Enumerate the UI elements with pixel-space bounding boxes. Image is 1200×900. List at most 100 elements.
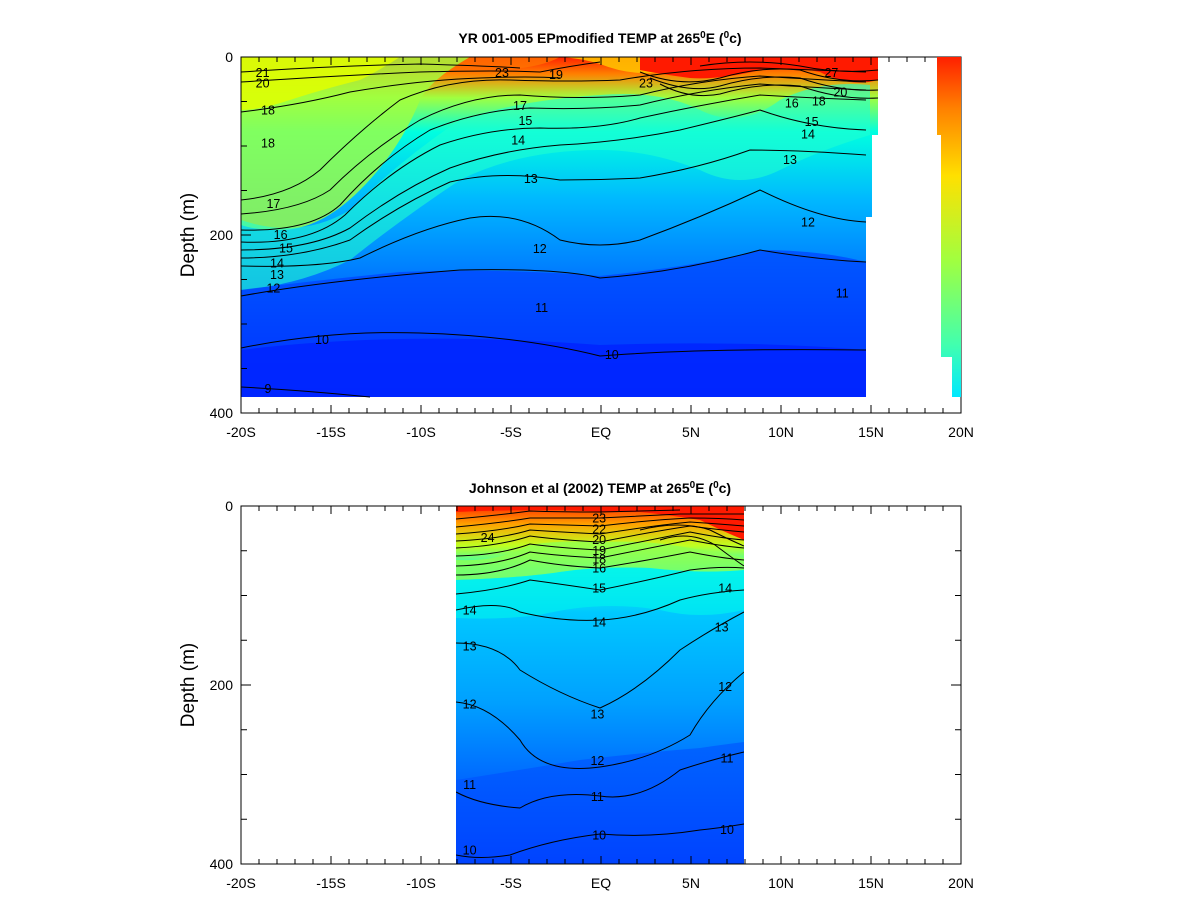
x-tick-label: 5N (682, 424, 700, 440)
panel-title: YR 001-005 EPmodified TEMP at 2650E (0c) (458, 30, 741, 47)
contour-label: 10 (592, 828, 606, 842)
x-tick-label: -10S (406, 875, 436, 891)
contour-label: 10 (315, 333, 329, 347)
x-tick-label: 10N (768, 875, 794, 891)
contour-label: 20 (592, 533, 606, 547)
contour-label: 13 (590, 708, 604, 722)
x-tick-label: 20N (948, 424, 974, 440)
contour-label: 12 (718, 680, 732, 694)
panel-title: Johnson et al (2002) TEMP at 2650E (0c) (469, 480, 731, 497)
green-band (456, 541, 744, 580)
contour-label: 15 (279, 241, 293, 255)
contour-label: 18 (592, 553, 606, 567)
title-text: c) (729, 30, 741, 46)
west-green-region (241, 57, 470, 230)
west-yellow-region (241, 57, 400, 110)
x-tick-label: 5N (682, 875, 700, 891)
contour-label: 13 (783, 153, 797, 167)
x-tick-label: -5S (500, 875, 522, 891)
title-superscript: 0 (700, 30, 706, 41)
contour-label: 14 (718, 581, 732, 595)
title-superscript: 0 (724, 30, 730, 41)
panel-observations: Johnson et al (2002) TEMP at 2650E (0c) (178, 480, 974, 892)
y-tick-label: 0 (225, 49, 233, 65)
contour-label: 9 (265, 382, 272, 396)
contour-label: 15 (592, 581, 606, 595)
y-tick-label: 0 (225, 498, 233, 514)
contour-label: 20 (833, 86, 847, 100)
contour-label: 27 (824, 66, 838, 80)
y-tick-label: 200 (210, 227, 234, 243)
x-tick-label: -15S (316, 424, 346, 440)
x-tick-label: -10S (406, 424, 436, 440)
contour-label: 15 (518, 114, 532, 128)
contour-label: 10 (720, 823, 734, 837)
contour-label: 21 (256, 66, 270, 80)
contour-label: 14 (801, 127, 815, 141)
y-axis-label: Depth (m) (178, 193, 199, 277)
x-tick-label: -20S (226, 424, 256, 440)
contour-label: 16 (785, 96, 799, 110)
contour-label: 11 (463, 778, 476, 792)
contour-label: 19 (592, 544, 606, 558)
contour-label: 20 (256, 77, 270, 91)
contour-label: 11 (591, 790, 604, 804)
contour-label: 19 (549, 68, 563, 82)
x-tick-label: -5S (500, 424, 522, 440)
x-tick-label: EQ (591, 424, 611, 440)
contour-label: 10 (463, 844, 477, 858)
title-text: c) (719, 480, 731, 496)
contour-label: 12 (801, 216, 815, 230)
contour-label: 15 (805, 115, 819, 129)
contour-label: 16 (274, 228, 288, 242)
contour-label: 17 (266, 197, 280, 211)
axis-ticks (240, 505, 962, 865)
contour-label: 12 (533, 242, 547, 256)
contour-label: 13 (463, 640, 477, 654)
x-tick-label: 10N (768, 424, 794, 440)
contour-label: 12 (266, 281, 280, 295)
contour-lines (456, 509, 744, 858)
contour-label: 11 (721, 751, 734, 765)
y-tick-labels: 0 200 400 (210, 49, 234, 421)
contour-label: 22 (592, 522, 606, 536)
y-axis-label: Depth (m) (178, 643, 199, 727)
contour-label: 18 (812, 95, 826, 109)
colorbar-mask (937, 135, 952, 397)
contour-label: 17 (513, 99, 527, 113)
contour-label: 13 (524, 172, 538, 186)
x-tick-label: EQ (591, 875, 611, 891)
contour-lines (240, 61, 879, 398)
x-tick-label: 15N (858, 875, 884, 891)
contour-label: 11 (535, 301, 548, 315)
contour-label: 14 (592, 615, 606, 629)
y-tick-label: 200 (210, 677, 234, 693)
contour-label: 18 (261, 103, 275, 117)
x-tick-label: -15S (316, 875, 346, 891)
title-text: E ( (695, 480, 713, 496)
contour-label: 11 (836, 287, 849, 301)
x-tick-label: -20S (226, 875, 256, 891)
y-tick-label: 400 (210, 856, 234, 872)
x-tick-labels: -20S -15S -10S -5S EQ 5N 10N 15N 20N (226, 424, 974, 440)
abyss-blue-region (241, 338, 866, 397)
contour-label: 14 (270, 256, 284, 270)
contour-label: 13 (715, 621, 729, 635)
contour-label: 23 (639, 77, 653, 91)
contour-label: 13 (270, 268, 284, 282)
panel-model: YR 001-005 EPmodified TEMP at 2650E (0c) (178, 30, 974, 441)
x-tick-labels: -20S -15S -10S -5S EQ 5N 10N 15N 20N (226, 875, 974, 891)
y-tick-label: 400 (210, 405, 234, 421)
contour-label: 18 (261, 136, 275, 150)
y-tick-labels: 0 200 400 (210, 498, 234, 872)
title-superscript: 0 (690, 480, 696, 491)
contour-label: 12 (463, 698, 477, 712)
contour-label: 12 (590, 754, 604, 768)
contour-label: 14 (463, 604, 477, 618)
contour-label: 14 (511, 134, 525, 148)
cyan-thermocline (241, 84, 870, 290)
title-superscript: 0 (713, 480, 719, 491)
